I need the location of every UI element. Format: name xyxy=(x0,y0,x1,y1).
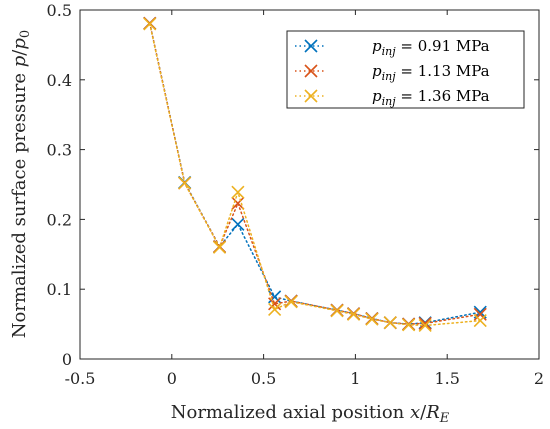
data-point-series-2 xyxy=(473,307,487,321)
x-axis-title-sub-E: E xyxy=(439,411,450,426)
legend-entry-2: pinj = 1.13 MPa xyxy=(295,62,490,83)
y-tick-label: 0.1 xyxy=(47,280,72,299)
axes-box xyxy=(79,9,540,360)
x-tick-label: 0.5 xyxy=(251,369,276,388)
data-point-series-3 xyxy=(402,318,416,332)
data-point-series-3 xyxy=(473,314,487,328)
legend-label-3: pinj = 1.36 MPa xyxy=(372,87,490,108)
data-point-series-2 xyxy=(231,196,245,210)
y-tick-label: 0.4 xyxy=(47,71,72,90)
x-axis-title-slash: / xyxy=(420,402,427,423)
data-point-series-3 xyxy=(231,185,245,199)
data-point-series-3 xyxy=(330,304,344,318)
data-point-series-3 xyxy=(143,17,157,31)
y-axis-title-slash: / xyxy=(9,49,30,56)
data-point-series-2 xyxy=(418,316,432,330)
y-tick-label: 0.2 xyxy=(47,210,72,229)
legend-label-2: pinj = 1.13 MPa xyxy=(372,62,490,83)
y-tick-label: 0.3 xyxy=(47,141,72,160)
x-axis-title-prefix: Normalized axial position xyxy=(171,402,410,423)
x-tick-label: 2 xyxy=(534,369,544,388)
x-tick-label: 0 xyxy=(167,369,177,388)
y-axis-title-var-p: p xyxy=(9,55,30,67)
legend-label-1: pinj = 0.91 MPa xyxy=(372,37,490,58)
data-point-series-1 xyxy=(231,217,245,231)
legend-marker-3 xyxy=(304,89,318,103)
y-axis-title-sub-0: 0 xyxy=(18,30,33,38)
y-tick-label: 0 xyxy=(62,350,72,369)
data-point-series-3 xyxy=(418,318,432,333)
legend-box xyxy=(286,30,525,109)
data-layer xyxy=(143,16,487,333)
y-tick-label: 0.5 xyxy=(47,1,72,20)
y-axis-title: Normalized surface pressure p/p0 xyxy=(9,30,33,338)
y-axis-title-var-p0: p xyxy=(9,38,30,50)
legend-marker-1 xyxy=(304,39,318,53)
legend-marker-2 xyxy=(304,64,318,78)
x-axis-title: Normalized axial position x/RE xyxy=(171,402,450,426)
y-axis-title-prefix: Normalized surface pressure xyxy=(9,67,30,338)
data-point-series-3 xyxy=(178,176,192,190)
data-point-series-3 xyxy=(268,302,282,317)
x-tick-label: 1.5 xyxy=(434,369,459,388)
data-point-series-3 xyxy=(212,240,227,254)
x-axis-title-var-x: x xyxy=(410,402,420,423)
legend: pinj = 0.91 MPa pinj = 1.13 MPa pinj = 1… xyxy=(286,30,525,109)
data-point-series-3 xyxy=(383,316,397,330)
data-point-series-3 xyxy=(346,307,361,321)
data-point-series-3 xyxy=(284,295,298,309)
x-tick-label: 1 xyxy=(350,369,360,388)
x-axis-title-var-R: R xyxy=(425,402,440,423)
legend-entry-1: pinj = 0.91 MPa xyxy=(295,37,490,58)
data-point-series-3 xyxy=(365,312,379,326)
x-tick-label: -0.5 xyxy=(65,369,96,388)
legend-entry-3: pinj = 1.36 MPa xyxy=(295,87,490,108)
ticks-layer: -0.5 0 0.5 1 1.5 200.10.20.30.40.5 xyxy=(47,1,545,388)
data-point-series-2 xyxy=(268,297,282,311)
